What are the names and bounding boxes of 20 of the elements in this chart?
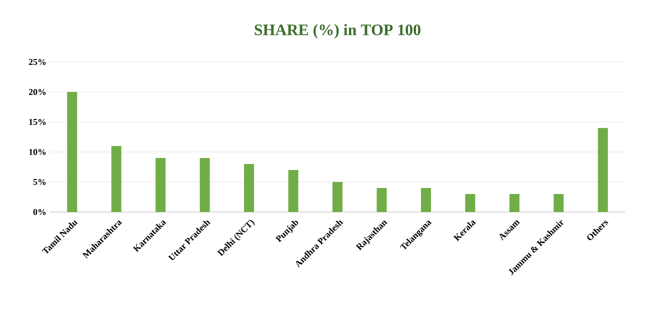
bar [288, 170, 298, 212]
bar [67, 92, 78, 212]
y-tick-label: 25% [28, 58, 46, 66]
bar [200, 158, 210, 212]
y-tick-label: 5% [33, 178, 46, 186]
bar [465, 194, 476, 212]
bar [244, 164, 254, 212]
bar [509, 194, 520, 212]
y-tick-label: 15% [29, 118, 46, 126]
bar [156, 158, 166, 212]
bar [554, 194, 564, 212]
y-tick-label: 20% [28, 88, 46, 96]
bar [598, 128, 608, 212]
bar [111, 146, 122, 212]
y-tick-label: 10% [29, 148, 46, 156]
bar [420, 188, 431, 212]
chart-title: SHARE (%) in TOP 100 [254, 24, 420, 38]
bar [376, 188, 387, 212]
y-tick-label: 0% [33, 208, 46, 216]
bar [332, 182, 343, 212]
